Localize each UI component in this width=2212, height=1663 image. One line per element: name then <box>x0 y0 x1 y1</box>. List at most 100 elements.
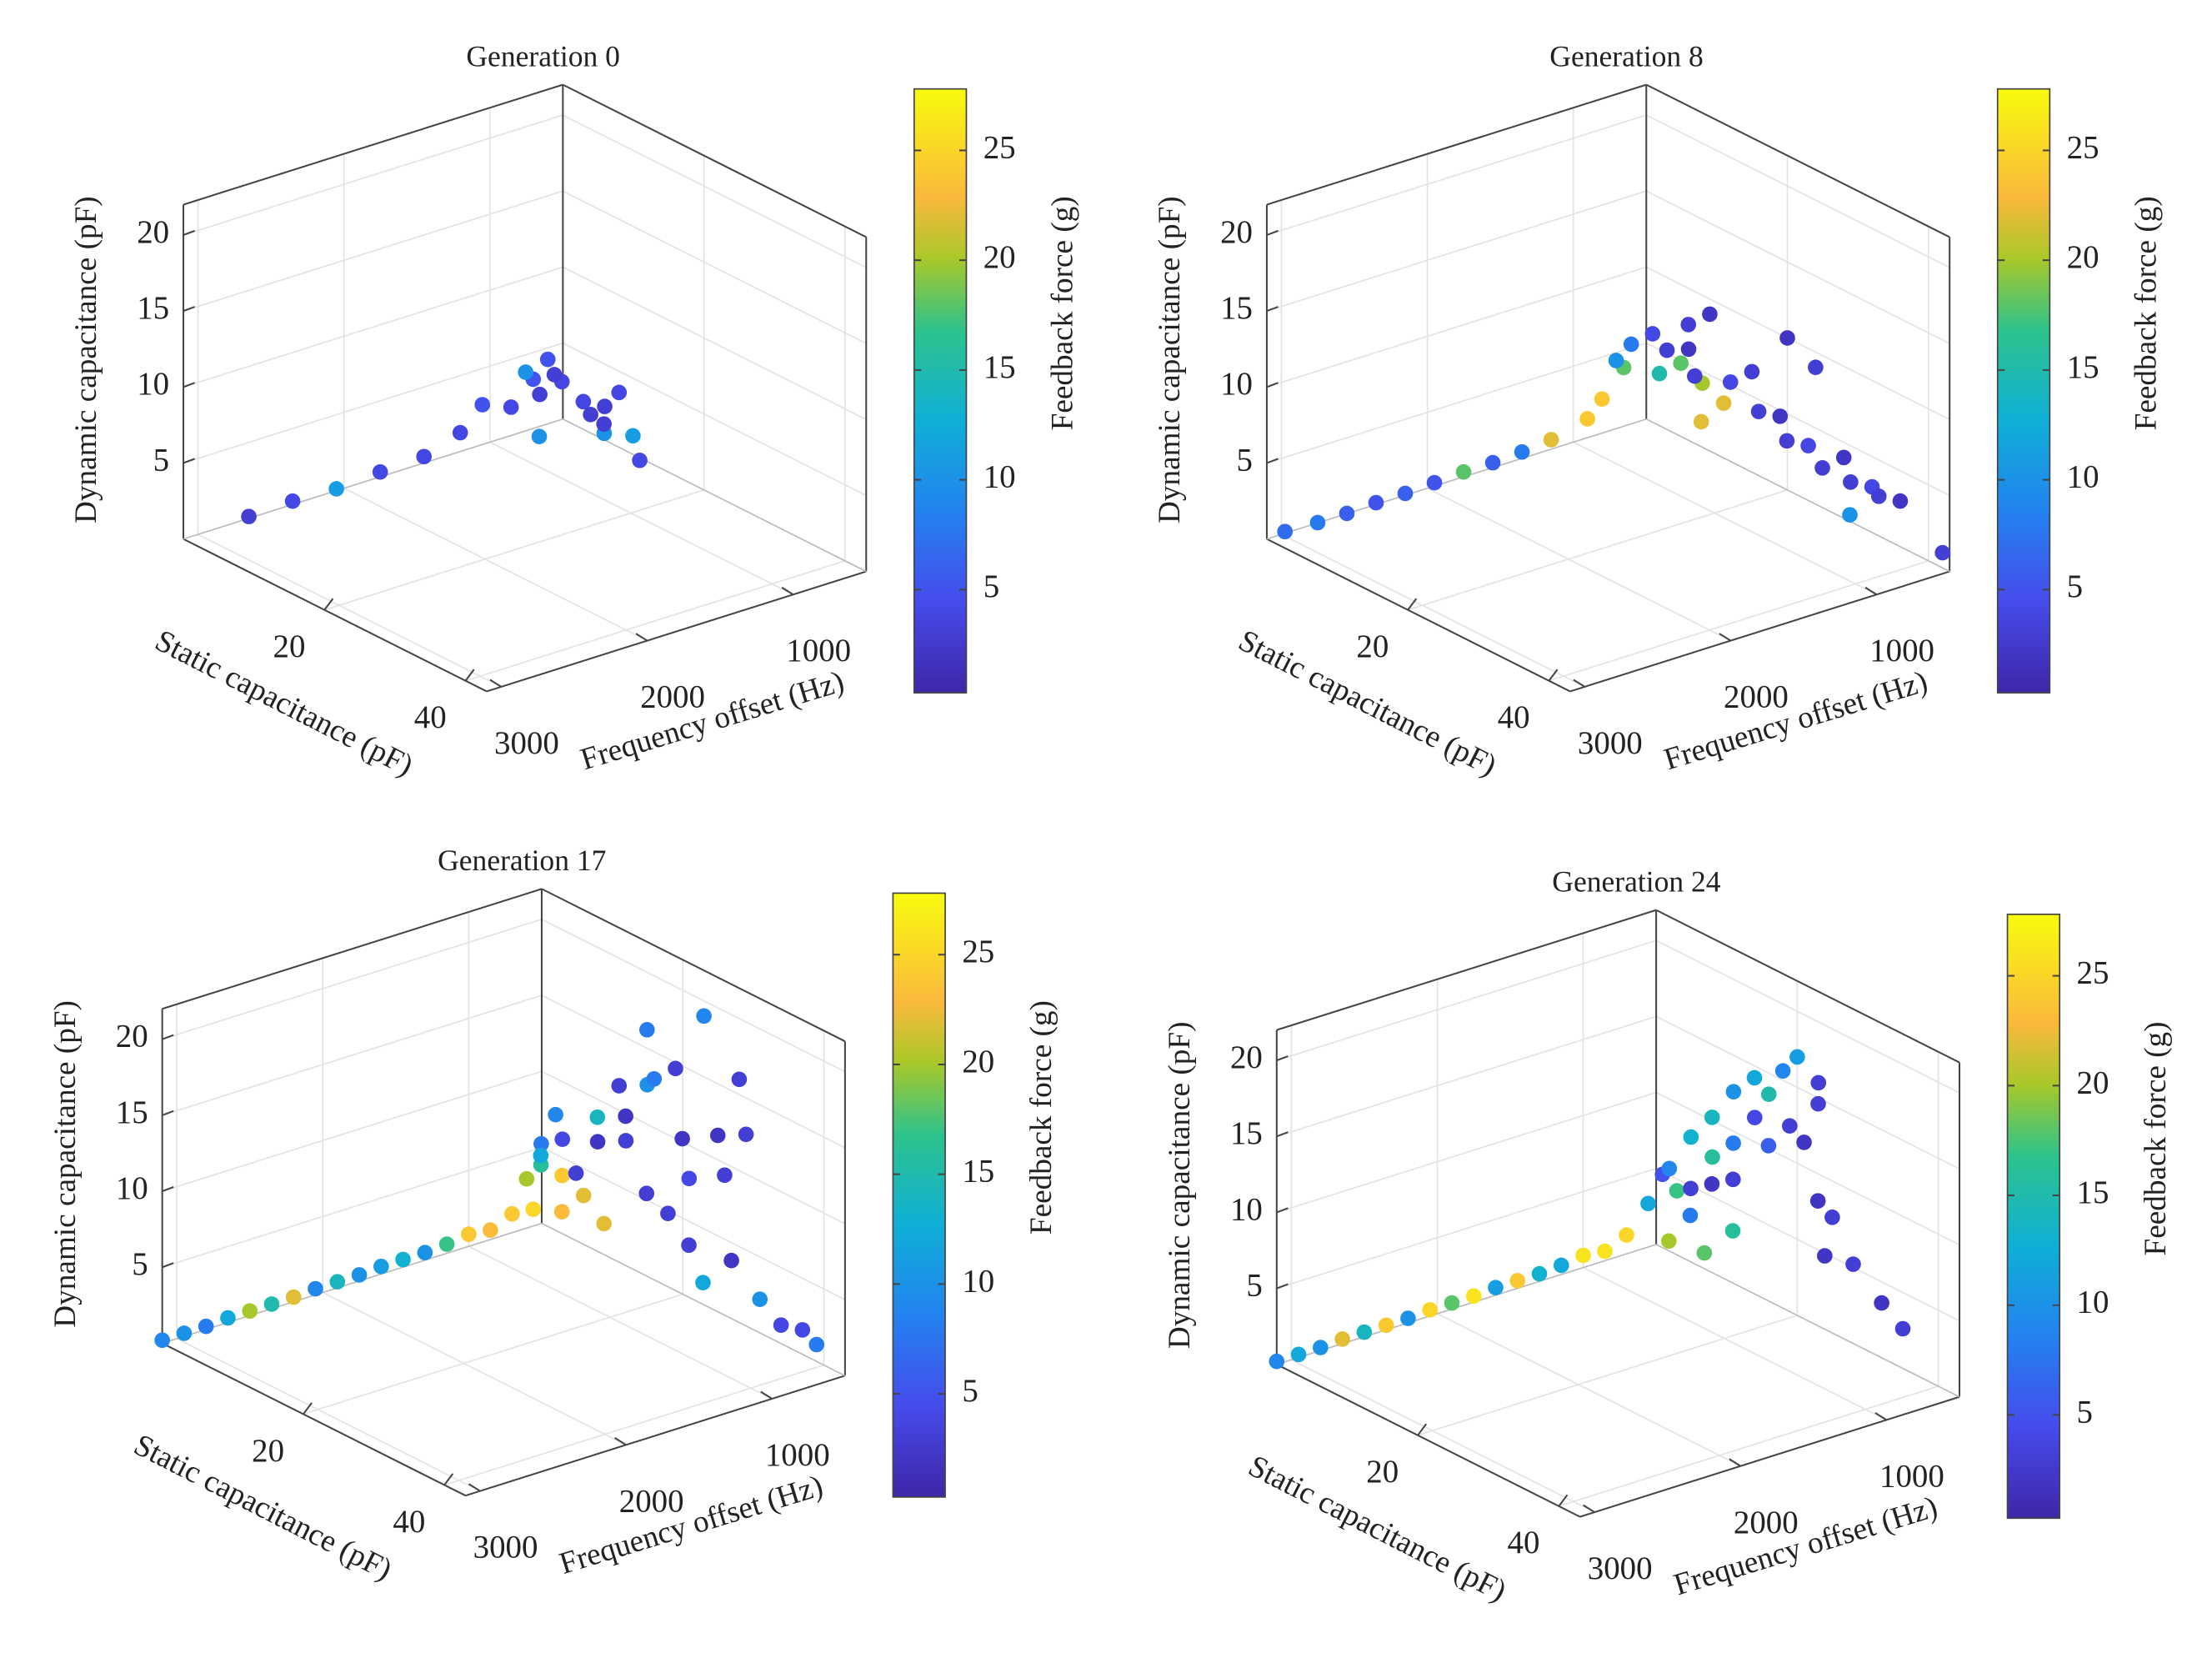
z-tick-label: 15 <box>116 1094 148 1130</box>
data-point <box>589 1109 606 1125</box>
data-point <box>794 1322 811 1338</box>
tick-mark <box>1276 1283 1289 1290</box>
x-tick-label: 40 <box>1498 699 1530 735</box>
tick-mark <box>489 679 502 688</box>
axis-box <box>1569 570 1950 693</box>
data-point <box>1800 438 1816 453</box>
grid-line <box>1427 487 1731 642</box>
z-axis-label: Dynamic capacitance (pF) <box>69 196 103 523</box>
data-point <box>1669 1183 1685 1199</box>
data-point <box>531 428 548 445</box>
grid-line <box>1276 939 1657 1061</box>
data-point <box>1608 353 1624 368</box>
data-point <box>575 393 592 410</box>
data-point <box>518 364 533 380</box>
y-tick-label: 3000 <box>1578 725 1643 761</box>
grid-line <box>1655 939 1960 1094</box>
colorbar <box>2006 914 2061 1520</box>
tick-mark <box>1573 679 1585 688</box>
data-point <box>611 384 628 401</box>
grid-line <box>1266 190 1647 312</box>
data-point <box>1683 1129 1699 1145</box>
grid-line <box>162 1146 543 1269</box>
colorbar-tick-label: 5 <box>962 1373 978 1409</box>
data-point <box>752 1291 768 1307</box>
data-point <box>1843 474 1859 490</box>
data-point <box>638 1185 655 1202</box>
data-point <box>1356 1324 1373 1340</box>
grid-line <box>1407 488 1788 611</box>
grid-line <box>1276 1091 1657 1214</box>
grid-line <box>198 533 502 688</box>
data-point <box>1779 330 1795 346</box>
data-point <box>504 1205 520 1222</box>
data-point <box>681 1170 698 1187</box>
data-point <box>1644 326 1661 342</box>
data-point <box>1400 1310 1416 1326</box>
data-point <box>1874 1295 1889 1311</box>
grid-line <box>1645 190 1950 344</box>
data-point <box>618 1108 633 1125</box>
data-point <box>1309 514 1326 531</box>
data-point <box>1746 1110 1763 1125</box>
data-point <box>1426 474 1443 491</box>
grid-line <box>562 190 867 344</box>
tick-mark <box>1558 1494 1569 1507</box>
data-point <box>646 1071 663 1087</box>
data-point <box>1722 374 1739 390</box>
data-point <box>546 367 563 383</box>
x-tick-label: 40 <box>1508 1525 1540 1560</box>
data-point <box>808 1336 825 1353</box>
data-point <box>1696 1245 1713 1261</box>
axis-box <box>486 570 867 693</box>
data-point <box>1687 368 1703 384</box>
grid-line <box>162 1070 543 1192</box>
data-point <box>681 1237 697 1254</box>
data-point <box>1378 1317 1394 1334</box>
data-point <box>176 1325 193 1341</box>
data-point <box>548 1106 563 1123</box>
data-point <box>738 1126 754 1143</box>
grid-line <box>1583 1266 1887 1421</box>
data-point <box>1488 1280 1504 1295</box>
data-point <box>1704 1176 1720 1192</box>
x-tick-label: 20 <box>252 1433 284 1469</box>
z-tick-label: 10 <box>137 366 169 402</box>
grid-line <box>541 1146 846 1300</box>
data-point <box>1465 1288 1482 1305</box>
data-point <box>1313 1340 1329 1355</box>
z-tick-label: 20 <box>1230 1039 1263 1075</box>
chart-title: Generation 24 <box>1552 864 1720 898</box>
grid-line <box>183 190 563 312</box>
data-point <box>1579 411 1595 427</box>
data-point <box>589 1134 606 1150</box>
data-point <box>1870 488 1887 504</box>
data-point <box>611 1078 628 1094</box>
tick-mark <box>781 586 794 596</box>
data-point <box>1673 355 1689 371</box>
tick-mark <box>183 382 195 388</box>
data-point <box>709 1127 726 1144</box>
data-point <box>1683 1180 1699 1197</box>
colorbar-tick-label: 10 <box>962 1263 994 1299</box>
data-point <box>1774 1063 1791 1079</box>
data-point <box>731 1071 748 1088</box>
data-point <box>438 1236 455 1252</box>
tick-mark <box>183 306 195 313</box>
data-point <box>1484 454 1501 471</box>
colorbar <box>913 88 968 694</box>
z-axis-label: Dynamic capacitance (pF) <box>48 1000 83 1328</box>
grid-line <box>1266 342 1647 464</box>
data-point <box>518 1170 535 1187</box>
grid-line <box>443 1364 824 1486</box>
y-tick-label: 3000 <box>473 1530 538 1565</box>
data-point <box>483 1222 498 1238</box>
axis-box <box>162 888 543 1010</box>
grid-line <box>183 266 563 388</box>
colorbar-tick-label: 20 <box>2077 1064 2109 1100</box>
data-point <box>1575 1247 1591 1264</box>
data-point <box>1682 1207 1699 1224</box>
data-point <box>1760 1086 1777 1102</box>
data-point <box>1509 1273 1526 1289</box>
